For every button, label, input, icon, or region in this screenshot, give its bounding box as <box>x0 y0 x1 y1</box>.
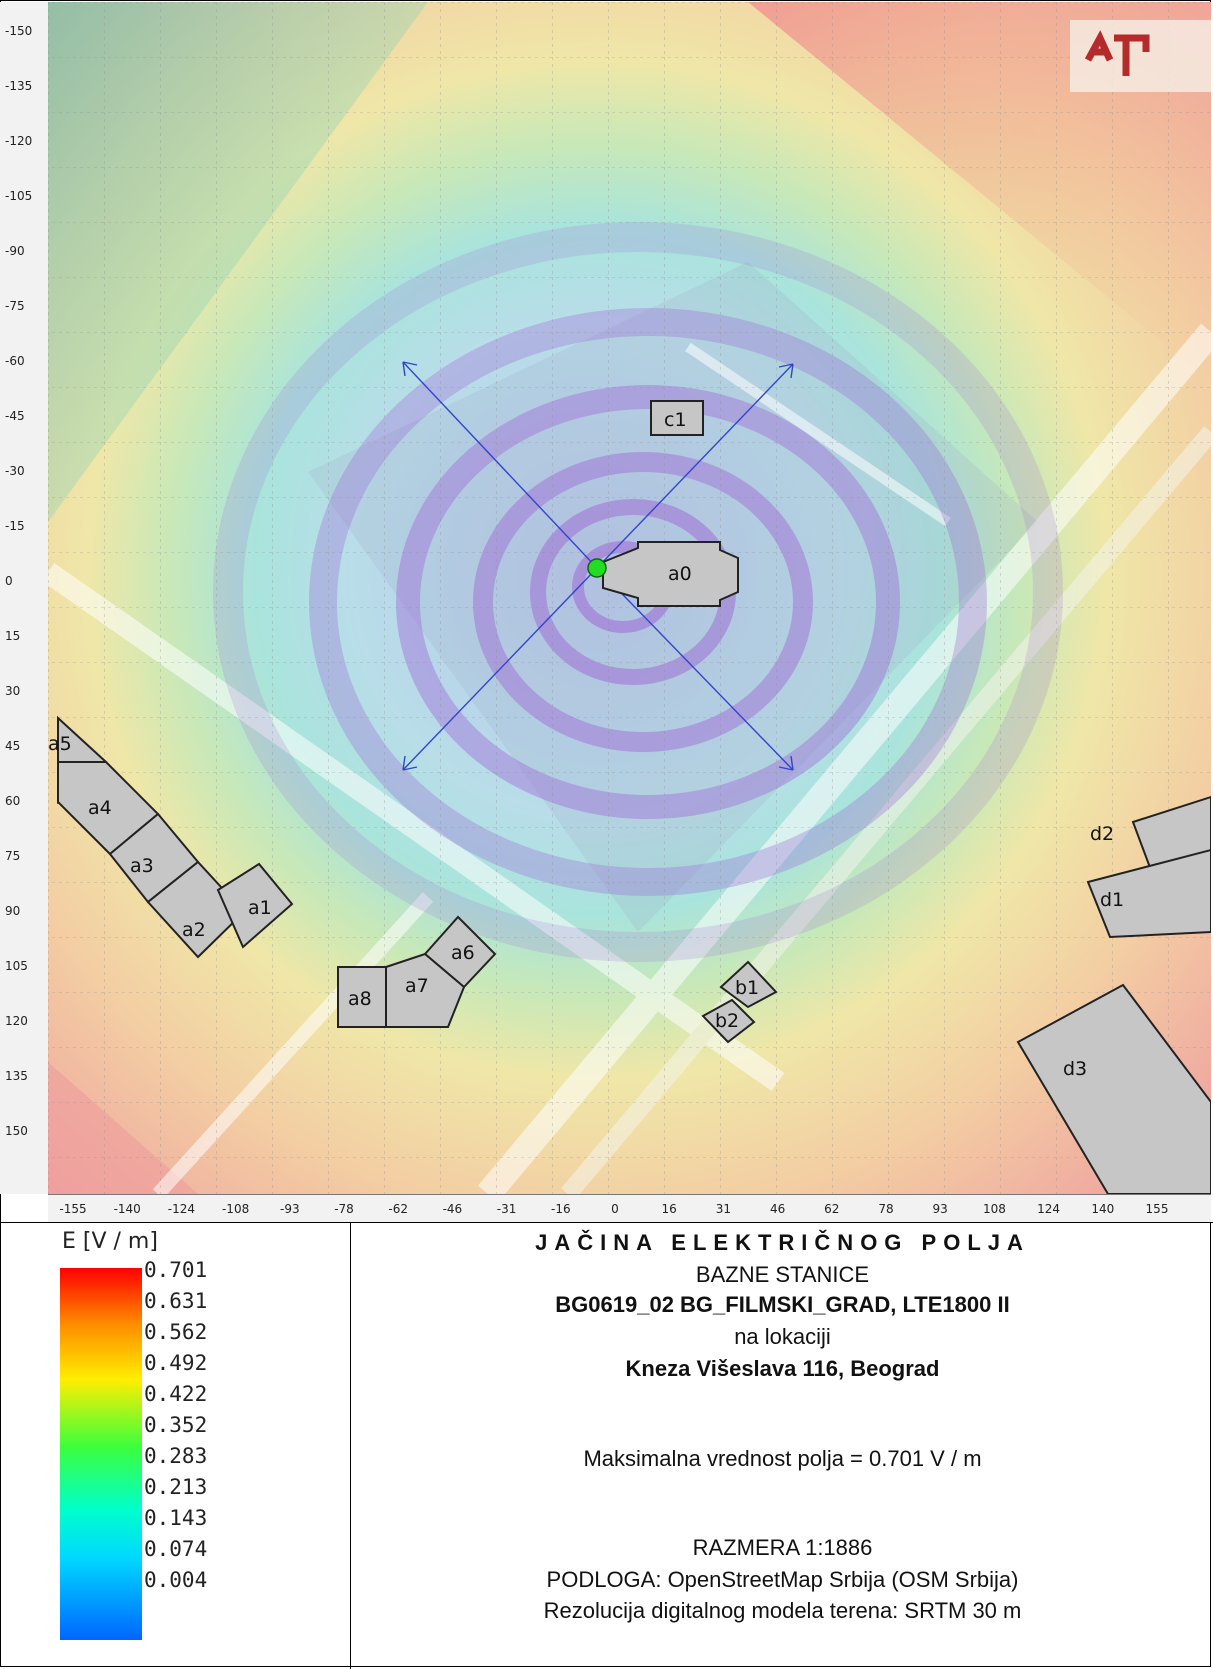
building-labels: a0 a1 a2 a3 a4 a5 a6 a7 a8 b1 b2 c1 d1 d… <box>48 409 1124 1080</box>
y-tick-label: -90 <box>5 244 25 258</box>
y-tick-label: -120 <box>5 134 33 148</box>
y-tick-label: 150 <box>5 1124 28 1138</box>
x-tick-label: -16 <box>550 1202 571 1216</box>
building-a1[interactable] <box>216 862 294 949</box>
building-b1[interactable] <box>719 960 778 1009</box>
y-tick-label: -30 <box>5 464 25 478</box>
x-tick-label: 46 <box>769 1202 786 1216</box>
x-axis: -155 -140 -124 -108 -93 -78 -62 -46 -31 -16 0 16 31 4… <box>48 1194 1211 1223</box>
label-a6: a6 <box>451 942 475 964</box>
label-b2: b2 <box>715 1010 739 1032</box>
legend-value: 0.074 <box>144 1537 208 1561</box>
legend-value: 0.283 <box>144 1444 208 1468</box>
building-d3[interactable] <box>1016 983 1211 1194</box>
legend-value: 0.492 <box>144 1351 208 1375</box>
building-a0[interactable] <box>602 541 739 607</box>
x-tick-label: -108 <box>221 1202 250 1216</box>
y-tick-label: 0 <box>5 574 13 588</box>
y-tick-label: -15 <box>5 519 25 533</box>
info-station: BG0619_02 BG_FILMSKI_GRAD, LTE1800 II <box>555 1292 1010 1317</box>
label-a0: a0 <box>668 563 692 585</box>
label-b1: b1 <box>735 977 759 999</box>
y-tick-label: 120 <box>5 1014 28 1028</box>
y-tick-label: -135 <box>5 79 33 93</box>
info-scale: RAZMERA 1:1886 <box>692 1535 873 1560</box>
legend-color-bar <box>60 1268 142 1640</box>
buildings <box>57 400 1211 1194</box>
label-a5: a5 <box>48 733 72 755</box>
legend-value: 0.143 <box>144 1506 208 1530</box>
legend-value: 0.631 <box>144 1289 208 1313</box>
label-a3: a3 <box>130 855 154 877</box>
panel-divider-horizontal <box>0 1222 1213 1223</box>
building-c1[interactable] <box>650 400 704 436</box>
label-c1: c1 <box>664 409 687 431</box>
y-tick-label: 90 <box>5 904 21 918</box>
y-tick-label: 15 <box>5 629 21 643</box>
y-tick-label: 30 <box>5 684 21 698</box>
info-title: JAČINA ELEKTRIČNOG POLJA <box>535 1230 1030 1255</box>
label-a4: a4 <box>88 797 112 819</box>
info-max-value: Maksimalna vrednost polja = 0.701 V / m <box>583 1446 982 1471</box>
info-subtitle: BAZNE STANICE <box>695 1262 870 1287</box>
x-tick-label: -31 <box>496 1202 517 1216</box>
y-tick-label: 105 <box>5 959 28 973</box>
legend-title: E [V / m] <box>62 1229 158 1254</box>
legend-value: 0.004 <box>144 1568 208 1592</box>
y-tick-label: -75 <box>5 299 25 313</box>
y-tick-label: 135 <box>5 1069 28 1083</box>
x-tick-label: -140 <box>113 1202 141 1216</box>
legend-value: 0.422 <box>144 1382 208 1406</box>
x-tick-label: -93 <box>279 1202 300 1216</box>
x-tick-label: 155 <box>1145 1202 1169 1216</box>
label-d1: d1 <box>1100 889 1124 911</box>
grid-lines <box>48 2 1211 1194</box>
x-tick-label: 31 <box>715 1202 732 1216</box>
y-tick-label: -45 <box>5 409 25 423</box>
label-a1: a1 <box>248 897 272 919</box>
x-tick-label: 62 <box>824 1202 840 1216</box>
info-dem: Rezolucija digitalnog modela terena: SRT… <box>543 1598 1022 1623</box>
x-tick-label: 16 <box>661 1202 677 1216</box>
y-tick-label: -60 <box>5 354 25 368</box>
antenna-directions <box>402 361 794 771</box>
label-d2: d2 <box>1090 823 1114 845</box>
label-a2: a2 <box>182 919 206 941</box>
field-map-svg: a0 a1 a2 a3 a4 a5 a6 a7 a8 b1 b2 c1 d1 d… <box>48 2 1211 1194</box>
label-d3: d3 <box>1063 1058 1087 1080</box>
x-tick-label: 140 <box>1091 1202 1115 1216</box>
info-basemap: PODLOGA: OpenStreetMap Srbija (OSM Srbij… <box>546 1567 1019 1592</box>
y-tick-label: 60 <box>5 794 21 808</box>
legend-value: 0.701 <box>144 1258 208 1282</box>
x-tick-label: -124 <box>167 1202 196 1216</box>
x-tick-label: 93 <box>932 1202 948 1216</box>
antenna-location[interactable] <box>587 558 607 578</box>
logo <box>1070 20 1211 92</box>
label-a7: a7 <box>405 975 429 997</box>
x-tick-label: 78 <box>878 1202 894 1216</box>
info-location-label: na lokaciji <box>734 1324 831 1349</box>
x-tick-label: 108 <box>982 1202 1006 1216</box>
y-tick-label: -105 <box>5 189 33 203</box>
info-address: Kneza Višeslava 116, Beograd <box>625 1356 940 1381</box>
x-tick-label: -46 <box>442 1202 463 1216</box>
x-tick-label: 124 <box>1037 1202 1061 1216</box>
building-b2[interactable] <box>701 998 756 1044</box>
y-axis: -150 -135 -120 -105 -90 -75 -60 -45 -30 -15 0 15 30 4… <box>0 2 49 1194</box>
x-tick-label: -78 <box>334 1202 354 1216</box>
panel-divider-vertical <box>350 1222 351 1669</box>
field-map[interactable]: a0 a1 a2 a3 a4 a5 a6 a7 a8 b1 b2 c1 d1 d… <box>48 2 1211 1194</box>
y-tick-label: 45 <box>5 739 21 753</box>
building-d1[interactable] <box>1086 848 1211 939</box>
x-tick-label: -155 <box>59 1202 87 1216</box>
label-a8: a8 <box>348 988 372 1010</box>
y-tick-label: -150 <box>5 24 33 38</box>
legend-value: 0.562 <box>144 1320 208 1344</box>
legend-value: 0.352 <box>144 1413 208 1437</box>
building-a8[interactable] <box>337 966 387 1028</box>
y-tick-label: 75 <box>5 849 21 863</box>
x-tick-label: -62 <box>388 1202 408 1216</box>
x-tick-label: 0 <box>611 1202 619 1216</box>
legend-value: 0.213 <box>144 1475 208 1499</box>
